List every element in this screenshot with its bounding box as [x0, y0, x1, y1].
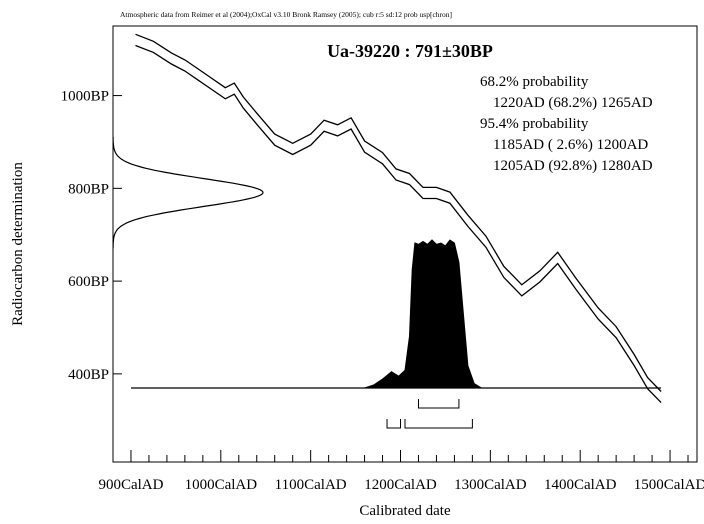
annotation-range-68: 1220AD (68.2%) 1265AD: [493, 95, 653, 111]
y-axis: 400BP 600BP 800BP 1000BP: [61, 89, 122, 383]
calibration-curve-lower: [135, 44, 662, 404]
x-tick-label-6: 1500CalAD: [634, 477, 704, 493]
annotation-block: 68.2% probability 1220AD (68.2%) 1265AD …: [480, 74, 653, 174]
x-axis-label: Calibrated date: [359, 503, 451, 519]
y-tick-label-1: 600BP: [68, 274, 109, 290]
credit-line: Atmospheric data from Reimer et al (2004…: [120, 10, 452, 19]
range-68-bracket-0: [417, 399, 460, 409]
y-axis-label: Radiocarbon determination: [10, 162, 26, 326]
plot-frame: [112, 25, 698, 463]
chart-title: Ua-39220 : 791±30BP: [327, 41, 493, 61]
annotation-prob-95: 95.4% probability: [480, 116, 589, 132]
y-tick-label-2: 800BP: [68, 181, 109, 197]
x-tick-label-5: 1400CalAD: [544, 477, 617, 493]
calibration-curve-upper: [135, 33, 662, 392]
x-tick-label-2: 1100CalAD: [275, 477, 347, 493]
y-tick-label-3: 1000BP: [61, 89, 109, 105]
range-95-bracket-1: [404, 419, 473, 429]
x-tick-label-4: 1300CalAD: [454, 477, 527, 493]
x-tick-label-1: 1000CalAD: [185, 477, 258, 493]
x-tick-label-3: 1200CalAD: [364, 477, 437, 493]
x-axis: 900CalAD 1000CalAD 1100CalAD 1200CalAD 1300C…: [98, 450, 704, 493]
chart-marks: [112, 33, 662, 429]
x-tick-label-0: 900CalAD: [98, 477, 163, 493]
annotation-range-95-b: 1205AD (92.8%) 1280AD: [493, 158, 653, 174]
radiocarbon-distribution: [112, 136, 264, 249]
range-95-bracket-0: [386, 419, 402, 429]
calibrated-distribution: [364, 239, 484, 389]
annotation-range-95-a: 1185AD ( 2.6%) 1200AD: [493, 137, 648, 153]
y-tick-label-0: 400BP: [68, 367, 109, 383]
annotation-prob-68: 68.2% probability: [480, 74, 589, 90]
